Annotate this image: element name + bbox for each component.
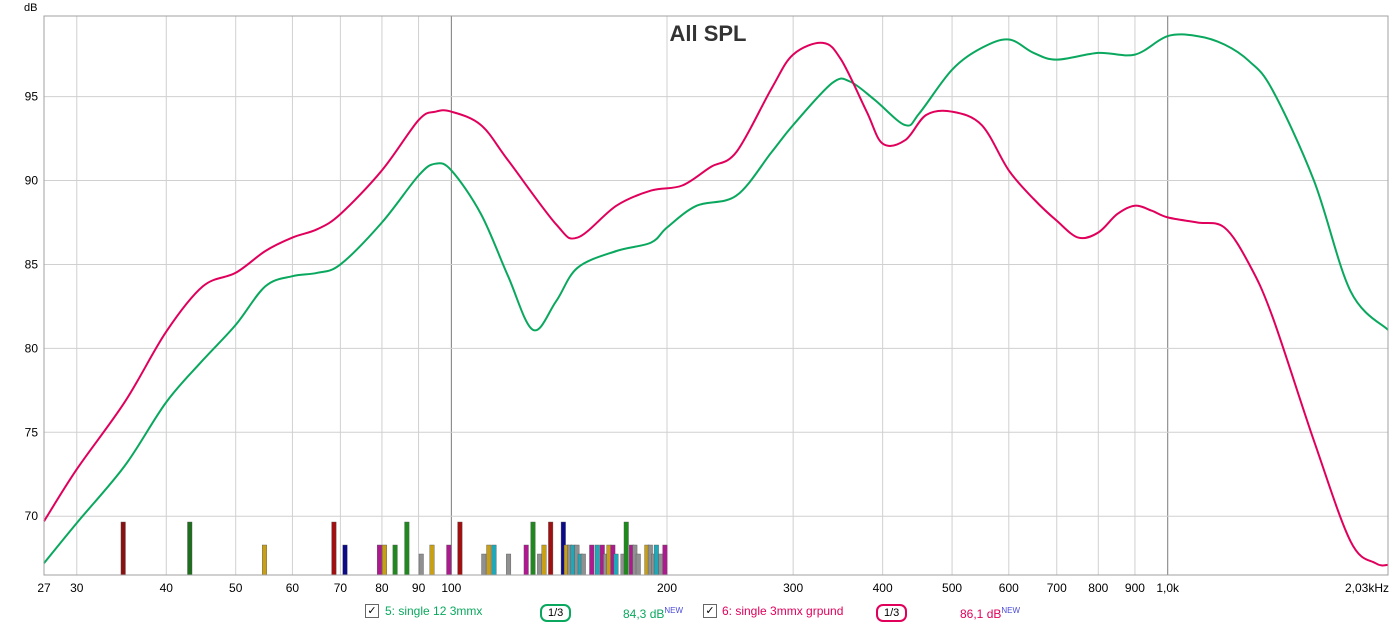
y-tick-label: 95	[25, 90, 39, 104]
bar-marker	[120, 521, 126, 576]
bar-marker	[530, 521, 536, 576]
series-5-new-badge: NEW	[664, 606, 684, 615]
x-tick-label: 30	[70, 581, 84, 595]
bar-marker	[457, 521, 463, 576]
bar-marker	[658, 553, 664, 576]
x-axis-ticks: 27 30 40 50 60 70 80 90 100 200 300 400 500 600 700 800…	[37, 581, 1389, 595]
x-tick-label: 80	[375, 581, 389, 595]
spl-chart: 27 30 40 50 60 70 80 90 100 200 300 400 500 600 700 800…	[24, 2, 1389, 595]
bar-marker	[594, 544, 600, 576]
series-line-6	[43, 41, 1389, 567]
bar-marker	[580, 553, 586, 576]
legend: ✓ 5: single 12 3mmx 1/3 84,3 dBNEW ✓ 6: …	[0, 602, 1395, 622]
series-6-smoothing-button[interactable]: 1/3	[876, 604, 908, 622]
bar-marker	[429, 544, 435, 576]
bar-marker	[392, 544, 398, 576]
series-6-new-badge: NEW	[1001, 606, 1021, 615]
bar-marker	[418, 553, 424, 576]
x-tick-label: 100	[441, 581, 461, 595]
bar-marker	[623, 521, 629, 576]
x-tick-label: 200	[657, 581, 677, 595]
x-tick-label: 27	[37, 581, 51, 595]
series-5-smoothing-button[interactable]: 1/3	[540, 604, 572, 622]
y-tick-label: 85	[25, 257, 39, 271]
bar-marker	[523, 544, 529, 576]
bar-markers	[120, 521, 668, 576]
x-tick-label: 40	[160, 581, 174, 595]
y-axis-unit: dB	[24, 2, 37, 14]
bar-marker	[187, 521, 193, 576]
series-6-level-value: 86,1 dB	[960, 607, 1002, 621]
x-tick-label: 1,0k	[1156, 581, 1180, 595]
bar-marker	[446, 544, 452, 576]
bar-marker	[376, 544, 382, 576]
bar-marker	[481, 553, 487, 576]
series-5-level: 84,3 dBNEW	[623, 602, 683, 623]
y-tick-label: 90	[25, 174, 39, 188]
x-tick-label: 90	[412, 581, 426, 595]
bar-marker	[653, 544, 659, 576]
x-tick-label: 50	[229, 581, 243, 595]
bar-marker	[331, 521, 337, 576]
y-tick-label: 75	[25, 425, 39, 439]
x-tick-label: 800	[1088, 581, 1108, 595]
x-tick-label: 2,03kHz	[1345, 581, 1389, 595]
bar-marker	[486, 544, 492, 576]
x-tick-label: 400	[873, 581, 893, 595]
x-tick-label: 60	[286, 581, 300, 595]
x-tick-label: 600	[999, 581, 1019, 595]
series-5-level-value: 84,3 dB	[623, 607, 665, 621]
y-tick-label: 80	[25, 341, 39, 355]
bar-marker	[537, 553, 543, 576]
bar-marker	[491, 544, 497, 576]
series-lines	[43, 33, 1389, 567]
series-6-level: 86,1 dBNEW	[960, 602, 1020, 623]
x-tick-label: 300	[783, 581, 803, 595]
y-axis-ticks: 70 75 80 85 90 95	[25, 90, 39, 524]
plot-frame	[43, 15, 1389, 576]
series-6-checkbox[interactable]: ✓	[703, 604, 717, 618]
bar-marker	[589, 544, 595, 576]
x-tick-label: 900	[1125, 581, 1145, 595]
bar-marker	[506, 553, 512, 576]
bar-marker	[662, 544, 668, 576]
bar-marker	[382, 544, 387, 576]
y-tick-label: 70	[25, 509, 39, 523]
grid	[43, 16, 1389, 575]
x-tick-label: 70	[334, 581, 348, 595]
bar-marker	[541, 544, 547, 576]
bar-marker	[404, 521, 410, 576]
series-line-5	[43, 33, 1389, 564]
bar-marker	[635, 553, 641, 576]
x-tick-label: 700	[1047, 581, 1067, 595]
series-5-checkbox[interactable]: ✓	[365, 604, 379, 618]
bar-marker	[342, 544, 348, 576]
chart-title: All SPL	[669, 21, 746, 46]
x-tick-label: 500	[942, 581, 962, 595]
series-6-name: 6: single 3mmx grpund	[722, 604, 844, 618]
bar-marker	[548, 521, 554, 576]
bar-marker	[262, 544, 267, 576]
bar-marker	[613, 553, 619, 576]
series-5-name: 5: single 12 3mmx	[385, 604, 483, 618]
